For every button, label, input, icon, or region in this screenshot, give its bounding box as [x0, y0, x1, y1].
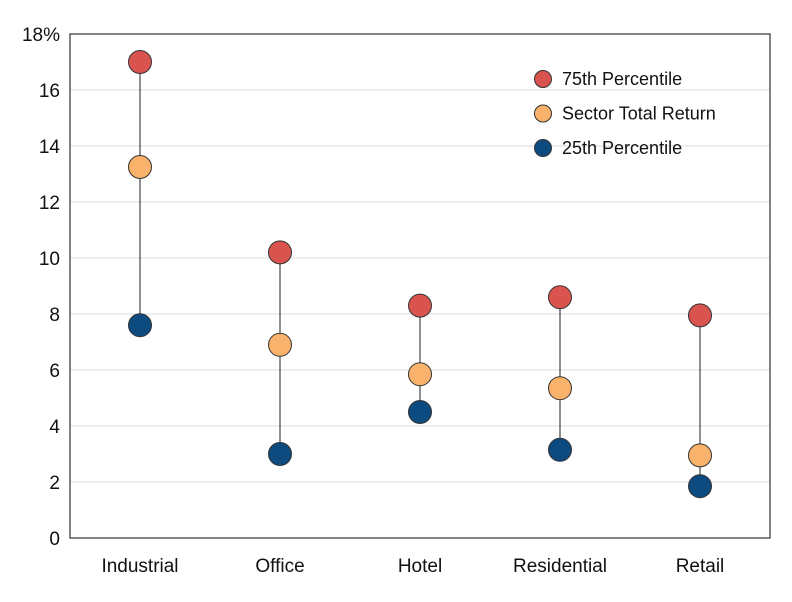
- y-tick-label: 6: [49, 361, 60, 382]
- legend-marker: [534, 139, 552, 157]
- legend-marker: [534, 104, 552, 123]
- data-point: [128, 155, 152, 179]
- data-point: [408, 293, 432, 318]
- plot-frame: [69, 33, 771, 539]
- x-tick-label: Hotel: [398, 556, 442, 577]
- x-tick-label: Residential: [513, 556, 607, 577]
- data-point: [688, 443, 712, 468]
- y-tick-label: 4: [49, 417, 60, 438]
- x-tick-label: Retail: [676, 556, 725, 577]
- y-axis-ticks: 0 2 4 6 8 10 12 14 16 18%: [22, 25, 60, 550]
- y-tick-label: 2: [49, 473, 60, 494]
- y-tick-label: 12: [39, 193, 60, 214]
- data-point: [268, 332, 292, 357]
- data-point: [548, 376, 572, 401]
- data-point: [128, 50, 152, 74]
- y-tick-label: 8: [49, 305, 60, 326]
- legend-label: 75th Percentile: [562, 69, 682, 89]
- y-tick-label: 18%: [22, 25, 60, 46]
- legend-marker: [534, 70, 552, 88]
- y-tick-label: 14: [39, 137, 61, 158]
- data-points: [128, 50, 712, 499]
- y-tick-label: 10: [39, 249, 60, 270]
- data-point: [408, 400, 432, 424]
- y-tick-label: 0: [49, 529, 60, 550]
- data-point: [688, 303, 712, 328]
- data-point: [408, 362, 432, 387]
- legend: 75th Percentile Sector Total Return 25th P…: [534, 69, 716, 158]
- x-axis-ticks: Industrial Office Hotel Residential Retail: [101, 556, 724, 577]
- x-tick-label: Office: [255, 556, 304, 577]
- data-point: [268, 442, 292, 466]
- data-point: [548, 285, 572, 310]
- data-point: [268, 240, 292, 265]
- data-point: [548, 437, 572, 462]
- y-tick-label: 16: [39, 81, 60, 102]
- data-point: [688, 474, 712, 499]
- data-point: [128, 313, 152, 338]
- legend-label: Sector Total Return: [562, 104, 716, 124]
- legend-label: 25th Percentile: [562, 138, 682, 158]
- x-tick-label: Industrial: [101, 556, 178, 577]
